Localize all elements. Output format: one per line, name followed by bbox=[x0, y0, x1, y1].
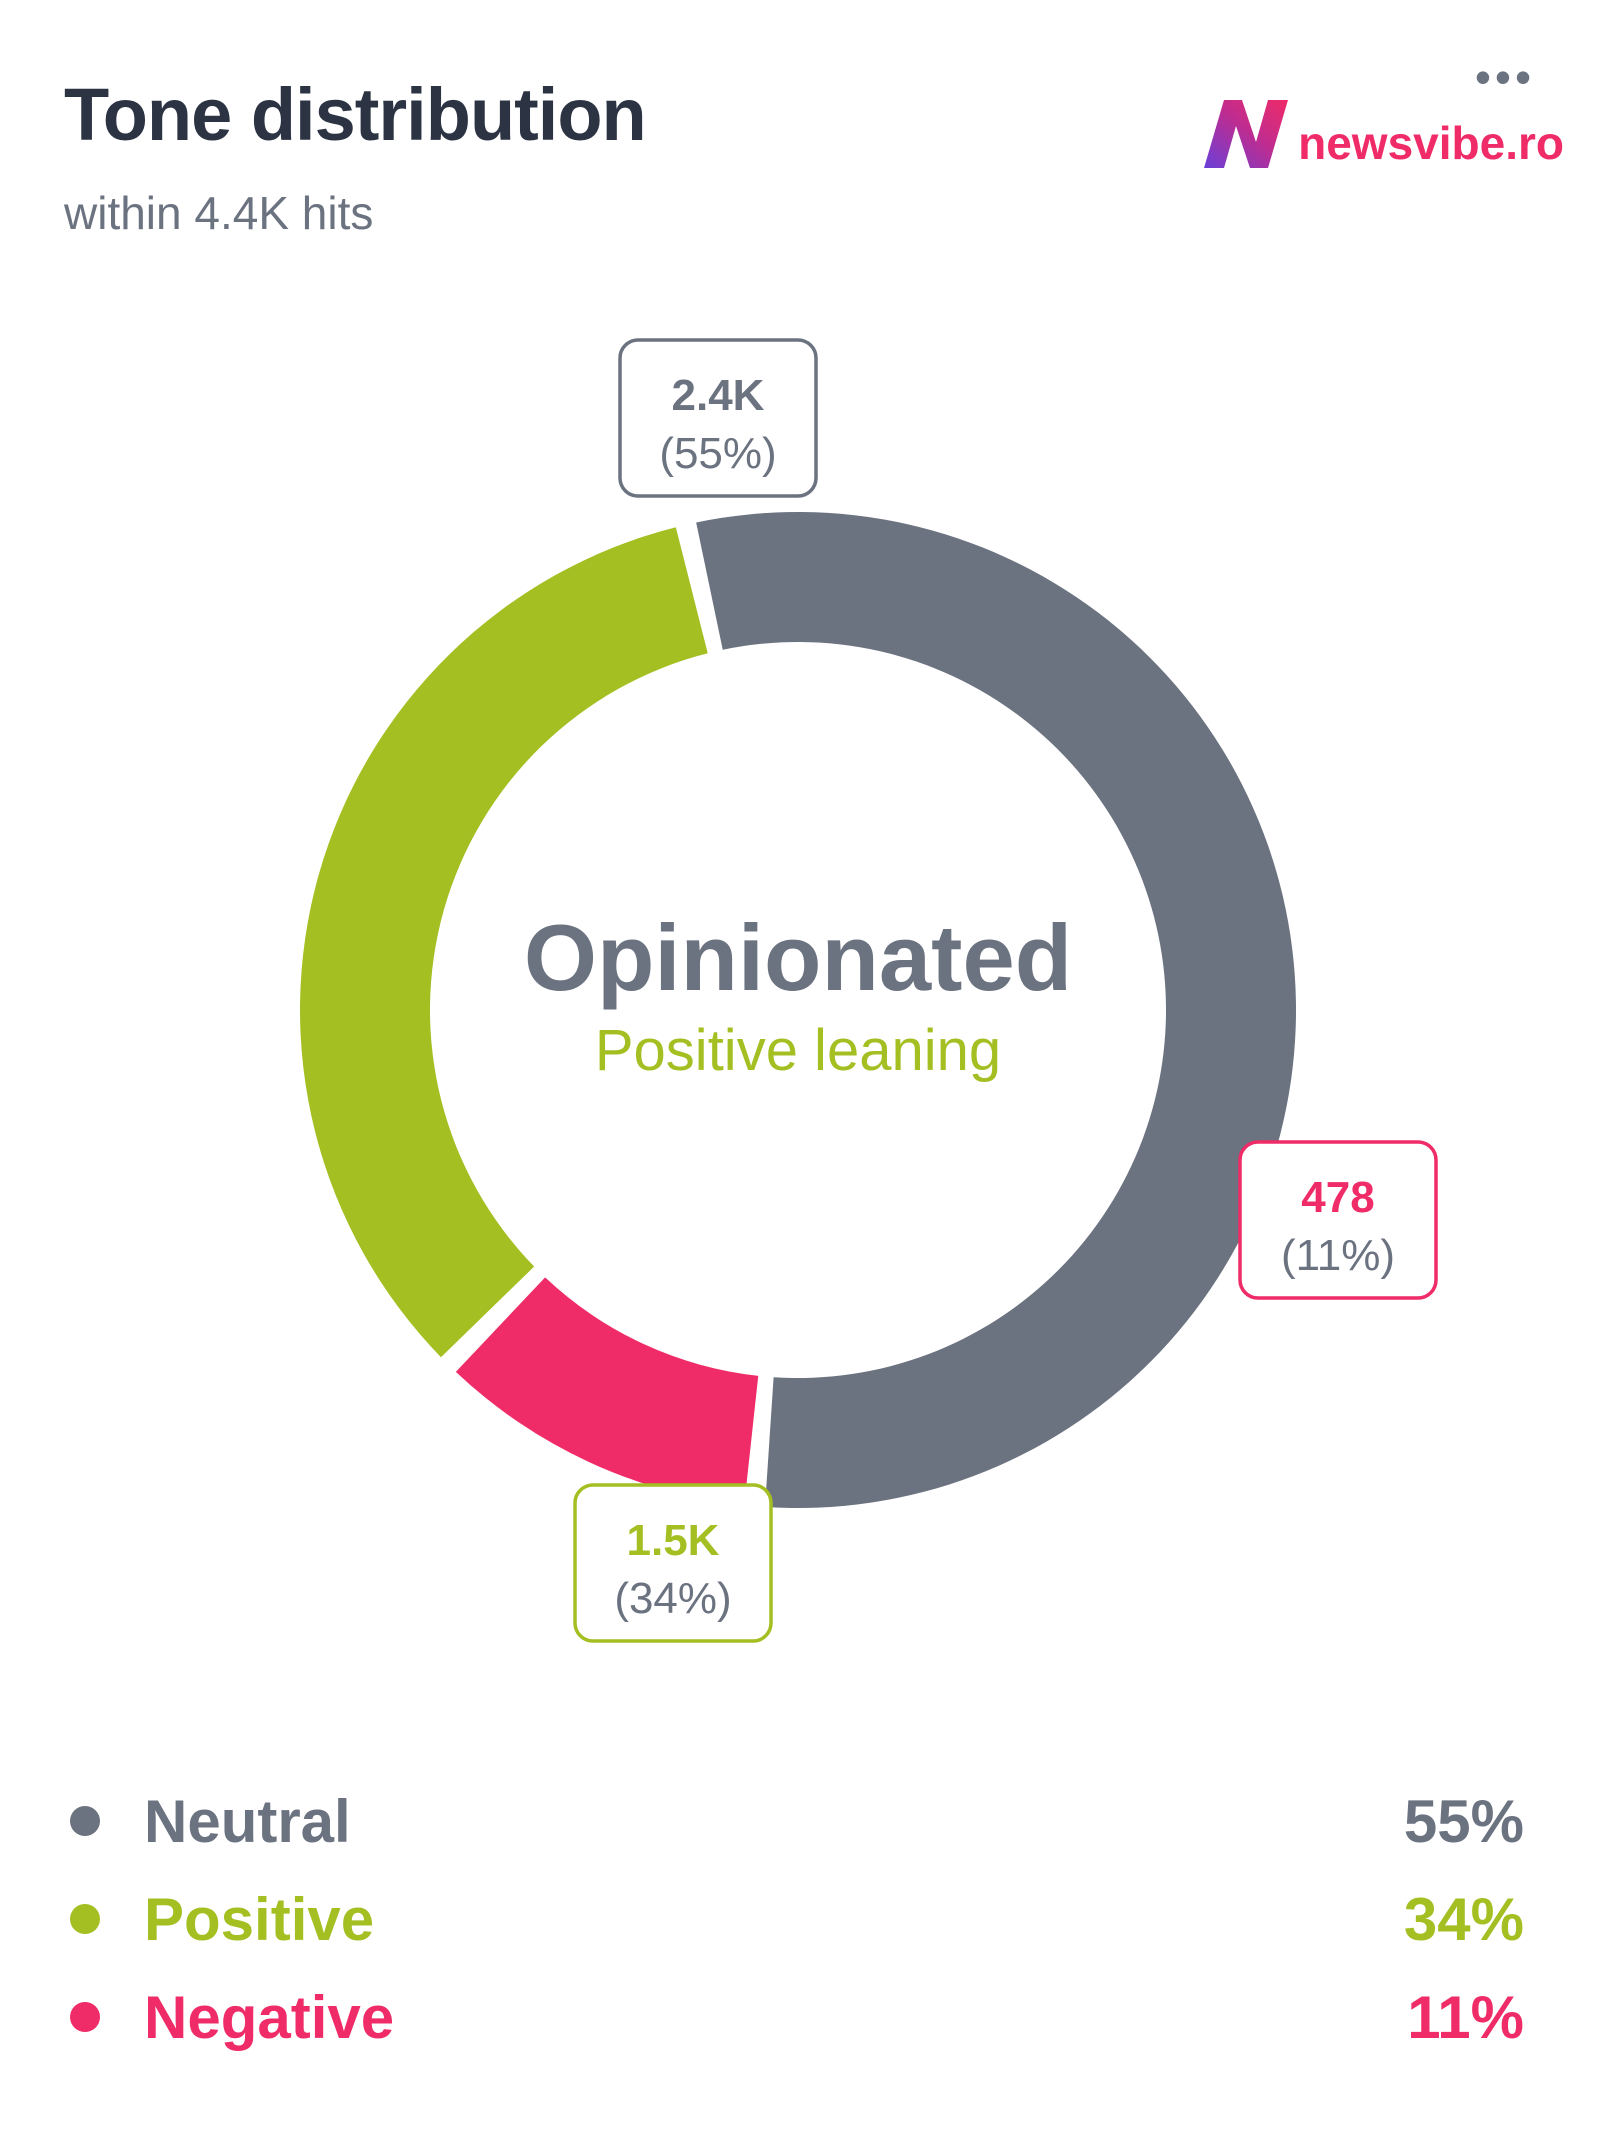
donut-segment-negative[interactable] bbox=[455, 1277, 759, 1506]
more-options-button[interactable]: ••• bbox=[1474, 51, 1536, 103]
center-secondary-label: Positive leaning bbox=[595, 1018, 1001, 1083]
callout-box bbox=[1238, 1140, 1438, 1300]
chart-legend: Neutral 55% Positive 34% Negative 11% bbox=[64, 1772, 1524, 2066]
callout-count: 1.5K bbox=[627, 1516, 720, 1565]
callout-percent: (34%) bbox=[614, 1574, 731, 1623]
brand-name: newsvibe.ro bbox=[1298, 117, 1564, 169]
legend-dot-icon bbox=[70, 1904, 100, 1934]
legend-item-negative[interactable]: Negative 11% bbox=[64, 1968, 1524, 2066]
legend-item-neutral[interactable]: Neutral 55% bbox=[64, 1772, 1524, 1870]
legend-percent: 34% bbox=[1403, 1885, 1524, 1953]
callout-box bbox=[573, 1483, 773, 1643]
callout-positive: 1.5K (34%) bbox=[573, 1483, 773, 1643]
callout-negative: 478 (11%) bbox=[1238, 1140, 1438, 1300]
brand-logo: newsvibe.ro bbox=[1198, 92, 1564, 172]
callout-box bbox=[618, 338, 818, 498]
center-primary-label: Opinionated bbox=[524, 905, 1072, 1010]
legend-dot-icon bbox=[70, 2002, 100, 2032]
legend-label: Negative bbox=[144, 1983, 395, 2051]
legend-item-positive[interactable]: Positive 34% bbox=[64, 1870, 1524, 1968]
newsvibe-logo-icon bbox=[1204, 100, 1289, 168]
callout-percent: (11%) bbox=[1281, 1231, 1395, 1280]
donut-segment-neutral[interactable] bbox=[696, 512, 1296, 1509]
legend-label: Positive bbox=[144, 1885, 375, 1953]
chart-title: Tone distribution bbox=[64, 73, 647, 156]
callout-count: 2.4K bbox=[672, 371, 765, 420]
legend-percent: 11% bbox=[1407, 1983, 1524, 2051]
legend-dot-icon bbox=[70, 1806, 100, 1836]
legend-label: Neutral bbox=[144, 1787, 351, 1855]
legend-percent: 55% bbox=[1403, 1787, 1524, 1855]
callout-neutral: 2.4K (55%) bbox=[618, 338, 818, 498]
donut-segment-positive[interactable] bbox=[300, 527, 708, 1358]
callout-count: 478 bbox=[1301, 1173, 1374, 1222]
callout-percent: (55%) bbox=[659, 429, 776, 478]
chart-subtitle: within 4.4K hits bbox=[64, 187, 374, 239]
